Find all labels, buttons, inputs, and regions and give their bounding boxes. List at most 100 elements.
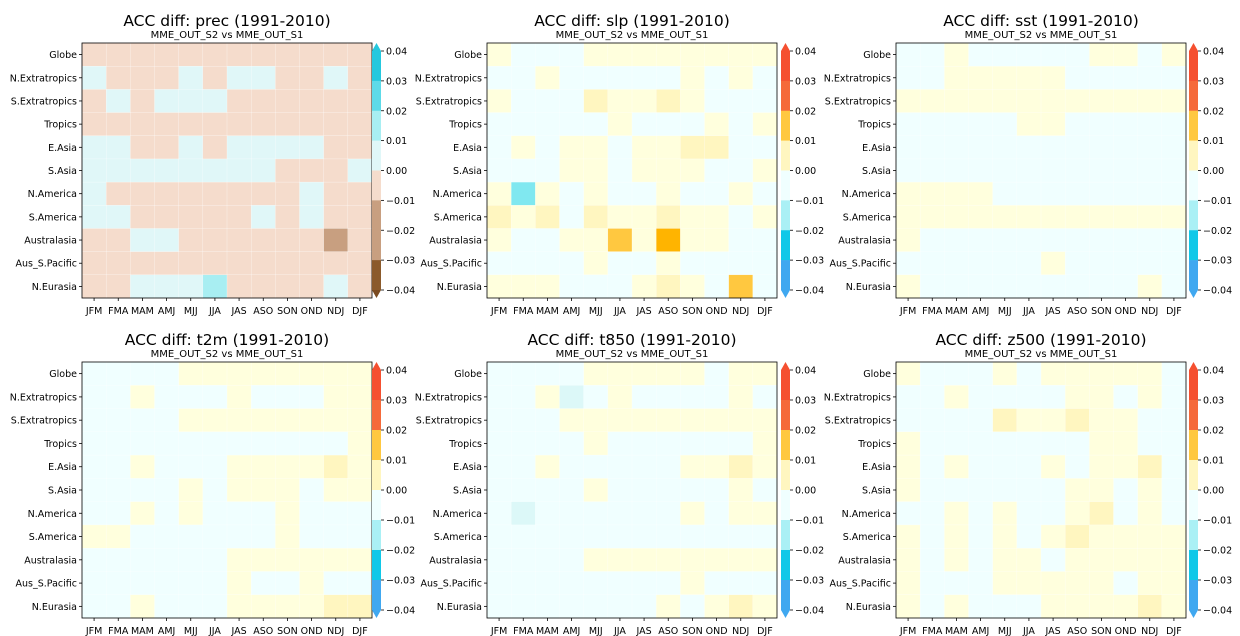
- heatmap-cell: [535, 158, 560, 183]
- heatmap-cell: [919, 478, 945, 503]
- colorbar-extend-bottom: [372, 610, 381, 618]
- heatmap-cell: [299, 251, 325, 276]
- heatmap-cell: [1064, 361, 1090, 386]
- heatmap-cell: [607, 594, 633, 619]
- y-tick-label: E.Asia: [453, 143, 482, 154]
- panel-title: ACC diff: prec (1991-2010): [123, 12, 330, 30]
- heatmap-cell: [559, 524, 585, 549]
- heatmap-cell: [752, 158, 778, 183]
- y-tick-label: N.Extratropics: [415, 73, 482, 84]
- x-tick-label: ASO: [1067, 306, 1087, 317]
- heatmap-cell: [655, 431, 681, 456]
- y-tick-label: N.Eurasia: [32, 602, 77, 613]
- y-tick-label: S.Asia: [862, 166, 891, 177]
- heatmap-cell: [347, 385, 373, 410]
- heatmap-cell: [275, 42, 301, 67]
- x-tick-label: JFM: [85, 306, 102, 317]
- heatmap-cell: [105, 135, 131, 160]
- x-tick-label: MAM: [131, 626, 154, 636]
- x-tick-label: OND: [706, 626, 728, 636]
- heatmap-cell: [631, 454, 657, 479]
- heatmap-cell: [607, 524, 633, 549]
- heatmap-cell: [559, 89, 585, 114]
- heatmap-cell: [81, 547, 107, 572]
- heatmap-cell: [1089, 205, 1115, 229]
- colorbar-segment: [1189, 140, 1198, 171]
- heatmap-cell: [559, 361, 585, 386]
- colorbar-segment: [372, 550, 381, 581]
- heatmap-cell: [968, 361, 994, 386]
- heatmap-cell: [895, 361, 921, 386]
- heatmap-cell: [944, 181, 969, 206]
- heatmap-cell: [535, 431, 560, 456]
- x-tick-label: JJA: [1022, 626, 1035, 636]
- heatmap-cell: [226, 431, 252, 456]
- heatmap-cell: [202, 135, 228, 160]
- heatmap-cell: [992, 228, 1018, 253]
- heatmap-cell: [968, 478, 994, 503]
- heatmap-cell: [704, 89, 730, 114]
- heatmap-cell: [992, 42, 1018, 67]
- heatmap-cell: [1113, 181, 1139, 206]
- heatmap-cell: [105, 571, 131, 596]
- y-tick-label: N.Extratropics: [824, 73, 891, 84]
- heatmap-cell: [323, 408, 349, 433]
- heatmap-cell: [631, 112, 657, 137]
- heatmap-cell: [154, 431, 180, 456]
- heatmap-cell: [486, 571, 512, 596]
- heatmap-cell: [275, 205, 301, 229]
- heatmap-cell: [323, 571, 349, 596]
- heatmap-cell: [655, 524, 681, 549]
- colorbar-tick-label: 0.02: [386, 426, 407, 437]
- heatmap-cell: [202, 571, 228, 596]
- y-tick-label: Aus_S.Pacific: [16, 259, 77, 270]
- heatmap-cell: [1113, 274, 1139, 299]
- y-tick-label: Tropics: [448, 120, 482, 131]
- heatmap-cell: [535, 228, 560, 253]
- panel-title: ACC diff: t850 (1991-2010): [527, 331, 736, 349]
- heatmap-cell: [81, 571, 107, 596]
- colorbar-segment: [372, 200, 381, 231]
- heatmap-cell: [226, 65, 252, 90]
- heatmap-cell: [944, 251, 969, 276]
- heatmap-cell: [226, 251, 252, 276]
- heatmap-cell: [1016, 594, 1042, 619]
- heatmap-cell: [299, 135, 325, 160]
- heatmap-cell: [81, 158, 107, 183]
- y-tick-label: S.Extratropics: [825, 416, 891, 427]
- heatmap-cell: [968, 501, 994, 526]
- y-tick-label: Globe: [454, 50, 482, 61]
- heatmap-cell: [680, 361, 705, 386]
- heatmap-cell: [1064, 205, 1090, 229]
- colorbar-extend-top: [1189, 43, 1198, 51]
- heatmap-cell: [1161, 228, 1187, 253]
- heatmap-cell: [1089, 274, 1115, 299]
- heatmap-cell: [944, 547, 969, 572]
- heatmap-cell: [347, 205, 373, 229]
- heatmap-cell: [1040, 89, 1066, 114]
- heatmap-cell: [178, 478, 204, 503]
- heatmap-cell: [323, 431, 349, 456]
- heatmap-cell: [486, 251, 512, 276]
- heatmap-cell: [631, 181, 657, 206]
- heatmap-cell: [607, 501, 633, 526]
- heatmap-cell: [323, 112, 349, 137]
- y-tick-label: Globe: [863, 50, 891, 61]
- heatmap-cell: [1137, 135, 1163, 160]
- heatmap-cell: [250, 135, 276, 160]
- heatmap-cell: [1113, 135, 1139, 160]
- y-tick-label: N.Extratropics: [824, 392, 891, 403]
- heatmap-cell: [1064, 65, 1090, 90]
- heatmap-cell: [655, 501, 681, 526]
- heatmap-cell: [130, 385, 155, 410]
- heatmap-cell: [105, 547, 131, 572]
- heatmap-cell: [510, 524, 536, 549]
- heatmap-cell: [895, 408, 921, 433]
- heatmap-cell: [1016, 571, 1042, 596]
- heatmap-cell: [728, 42, 754, 67]
- heatmap-cell: [680, 478, 705, 503]
- heatmap-cell: [535, 385, 560, 410]
- heatmap-cell: [992, 594, 1018, 619]
- heatmap-cell: [655, 571, 681, 596]
- colorbar-segment: [372, 110, 381, 141]
